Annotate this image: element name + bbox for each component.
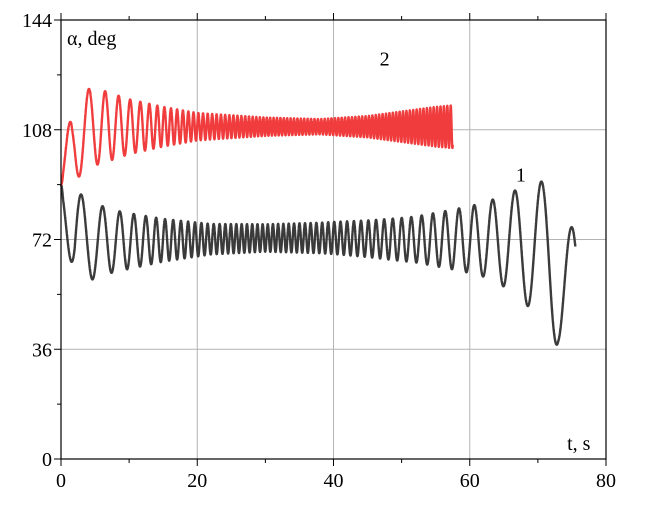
series-2-line — [59, 87, 454, 186]
y-tick-label: 36 — [32, 339, 52, 361]
series-1-label: 1 — [516, 165, 526, 187]
x-tick-label: 60 — [460, 470, 480, 492]
y-tick-label: 0 — [42, 449, 52, 471]
series-2-label: 2 — [380, 49, 390, 71]
x-tick-label: 80 — [596, 470, 616, 492]
y-axis-label: α, deg — [67, 28, 116, 50]
y-tick-label: 108 — [22, 120, 52, 142]
series-1-line — [59, 180, 577, 346]
y-tick-label: 144 — [22, 10, 52, 32]
x-tick-label: 20 — [187, 470, 207, 492]
labels: 0 20 40 60 80 0 36 72 108 144 α, deg t, s 1 2 — [22, 10, 616, 492]
y-tick-label: 72 — [32, 230, 52, 252]
x-tick-label: 40 — [324, 470, 344, 492]
series-group — [59, 87, 577, 346]
x-axis-label: t, s — [567, 433, 591, 455]
axes — [54, 13, 607, 466]
x-tick-label: 0 — [56, 470, 66, 492]
